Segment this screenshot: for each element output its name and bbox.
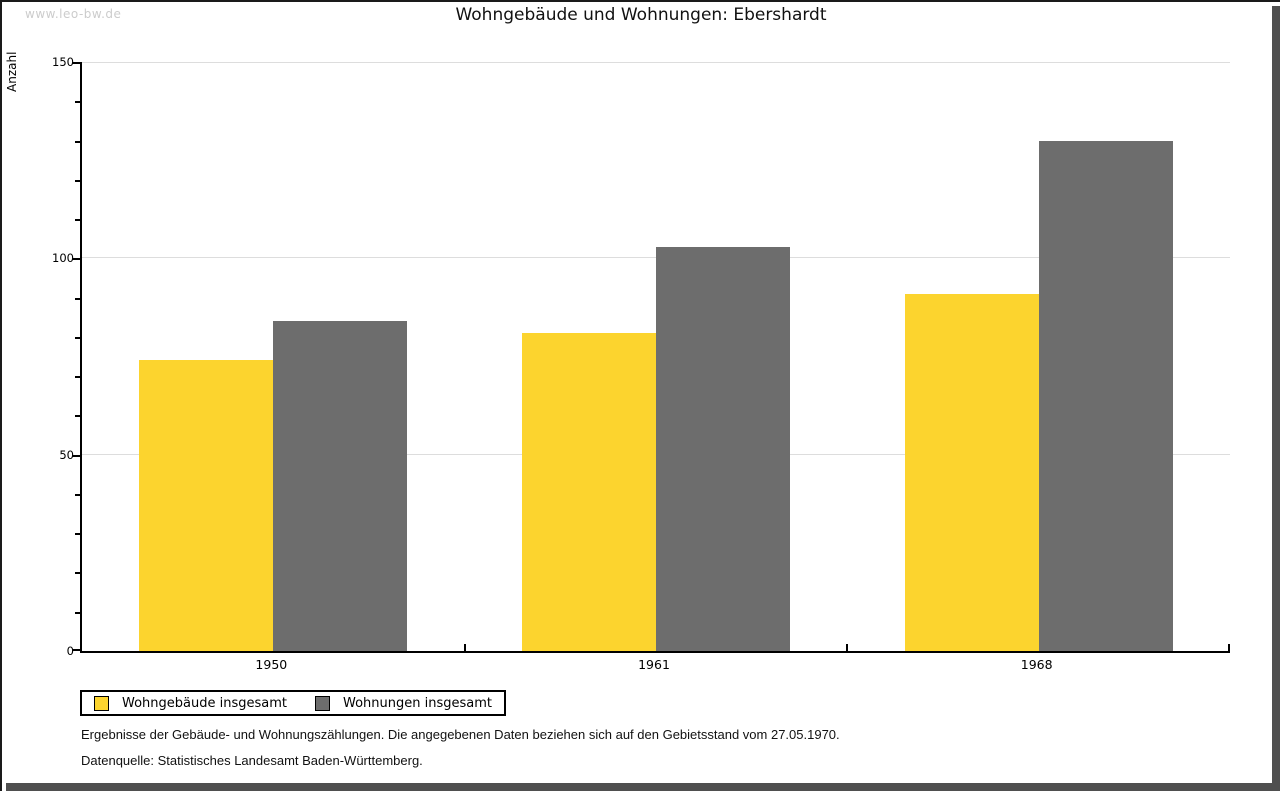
- bar-1968-series-0: [904, 293, 1039, 651]
- legend-label-1: Wohnungen insgesamt: [343, 695, 492, 711]
- y-minor-tick-140: [75, 101, 80, 104]
- frame-shadow-right: [1272, 6, 1280, 791]
- bar-1968-series-1: [1038, 140, 1173, 651]
- legend-item-1: Wohnungen insgesamt: [315, 695, 492, 711]
- y-tick-label-150: 150: [52, 55, 74, 69]
- y-minor-tick-40: [75, 493, 80, 496]
- y-minor-tick-80: [75, 336, 80, 339]
- footnote-line-1: Ergebnisse der Gebäude- und Wohnungszähl…: [81, 727, 840, 742]
- bar-1950-series-0: [139, 360, 274, 651]
- legend: Wohngebäude insgesamt Wohnungen insgesamt: [80, 690, 506, 716]
- y-major-tick-100: [72, 258, 80, 261]
- x-tick-label-1961: 1961: [638, 657, 670, 672]
- grid-line-y150: [82, 62, 1230, 63]
- y-minor-tick-70: [75, 376, 80, 379]
- legend-item-0: Wohngebäude insgesamt: [94, 695, 287, 711]
- y-tick-label-50: 50: [59, 447, 74, 462]
- y-minor-tick-10: [75, 611, 80, 614]
- watermark: www.leo-bw.de: [25, 7, 122, 21]
- bar-1950-series-1: [273, 321, 408, 651]
- y-minor-tick-30: [75, 533, 80, 536]
- plot-area: [72, 62, 1230, 653]
- y-tick-label-0: 0: [66, 644, 74, 658]
- legend-label-0: Wohngebäude insgesamt: [122, 695, 287, 711]
- y-axis-title: Anzahl: [5, 51, 19, 92]
- chart-title: Wohngebäude und Wohnungen: Ebershardt: [455, 5, 827, 25]
- footnote-line-2: Datenquelle: Statistisches Landesamt Bad…: [81, 753, 423, 768]
- y-minor-tick-120: [75, 179, 80, 182]
- y-major-tick-150: [72, 62, 80, 64]
- bar-1961-series-0: [522, 332, 656, 651]
- x-tick-label-1950: 1950: [255, 657, 288, 672]
- y-minor-tick-90: [75, 297, 80, 300]
- y-major-tick-50: [72, 454, 80, 457]
- y-tick-label-100: 100: [52, 251, 74, 266]
- x-boundary-tick-2: [846, 644, 849, 651]
- y-major-tick-0: [72, 649, 80, 651]
- x-axis-end-tick: [1228, 644, 1230, 651]
- y-minor-tick-20: [75, 572, 80, 575]
- x-tick-label-1968: 1968: [1020, 657, 1053, 672]
- legend-swatch-0: [94, 695, 109, 711]
- frame-shadow-bottom: [6, 783, 1280, 791]
- x-boundary-tick-1: [463, 644, 466, 651]
- y-minor-tick-130: [75, 140, 80, 143]
- y-minor-tick-60: [75, 415, 80, 418]
- y-minor-tick-110: [75, 219, 80, 222]
- bar-1961-series-1: [656, 246, 790, 651]
- legend-swatch-1: [315, 695, 330, 711]
